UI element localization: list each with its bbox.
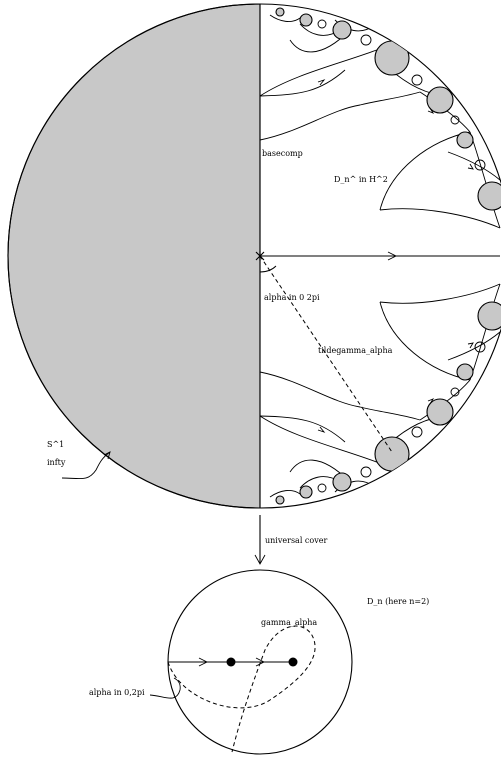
arc-upper-13 [447, 151, 501, 181]
small-circle-upper-3 [450, 115, 460, 125]
arc-upper-7 [419, 91, 471, 133]
arc-arrow-5 [467, 163, 474, 170]
label-alpha-top: alpha in 0 2pi [264, 293, 320, 302]
arc-arrow-4 [427, 398, 435, 405]
arrowhead-radius [387, 251, 398, 261]
label-basecomp: basecomp [262, 149, 303, 158]
label-dn: D_n (here n=2) [367, 597, 429, 606]
label-s1: S^1 [47, 440, 64, 449]
label-dn-hat: D_n^ in H^2 [334, 175, 388, 184]
horodisk-upper-6 [299, 13, 313, 27]
small-circle-upper-4 [474, 159, 486, 171]
label-gamma-alpha: gamma_alpha [261, 618, 317, 627]
horodisk-upper-2 [426, 86, 454, 114]
horodisk-lower-4 [477, 301, 501, 331]
arc-lower-5 [269, 490, 301, 498]
arc-arrow-3 [427, 107, 435, 114]
small-circle-lower-1 [317, 483, 327, 493]
horodisk-upper-3 [456, 131, 474, 149]
small-circle-upper-5 [360, 34, 372, 46]
arc-lower-7 [419, 379, 471, 421]
label-tildegamma: tildegamma_alpha [318, 346, 393, 355]
lower-arrow-1 [198, 657, 209, 667]
shaded-half-disk [7, 3, 261, 509]
small-circle-lower-5 [360, 466, 372, 478]
small-circle-upper-2 [411, 74, 423, 86]
horodisk-lower-1 [374, 436, 410, 472]
horodisk-upper-5 [332, 20, 352, 40]
small-circle-lower-2 [411, 426, 423, 438]
horodisk-lower-2 [426, 398, 454, 426]
puncture-2 [288, 657, 298, 667]
arc-arrow-2 [317, 426, 326, 433]
arc-upper-12 [469, 131, 501, 229]
dashed-gamma-alpha [167, 625, 316, 753]
dashed-geodesic-tildegamma [259, 255, 393, 453]
arc-upper-11 [379, 208, 501, 229]
arc-lower-1b [259, 415, 346, 443]
arc-lower-11 [379, 283, 501, 304]
arc-upper-10 [379, 131, 471, 211]
label-universal-cover: universal cover [265, 536, 327, 545]
horodisk-lower-3 [456, 363, 474, 381]
arc-lower-10 [379, 301, 471, 381]
arc-lower-12 [469, 283, 501, 381]
arc-arrow-1 [317, 79, 326, 86]
label-infty: infty [47, 458, 66, 467]
small-circle-lower-3 [450, 387, 460, 397]
arc-lower-13 [447, 331, 501, 361]
horodisk-upper-7 [275, 7, 285, 17]
horodisk-lower-6 [299, 485, 313, 499]
small-circle-upper-1 [317, 19, 327, 29]
small-circle-lower-4 [474, 341, 486, 353]
alpha-lower-pointer [149, 677, 181, 699]
arc-arrow-6 [467, 342, 474, 349]
lower-arrow-2 [255, 657, 266, 667]
angle-arc-top [259, 265, 277, 273]
horodisk-upper-4 [477, 181, 501, 211]
s1-pointer-arrow [61, 451, 111, 480]
horodisk-lower-5 [332, 472, 352, 492]
puncture-1 [226, 657, 236, 667]
universal-cover-arrowhead [254, 554, 266, 565]
label-alpha-bottom: alpha in 0,2pi [89, 688, 145, 697]
s1-pointer-head [103, 451, 111, 460]
arc-lower-6 [259, 371, 421, 421]
arc-upper-5 [269, 14, 301, 22]
horodisk-upper-1 [374, 40, 410, 76]
arc-upper-1b [259, 69, 346, 97]
horodisk-lower-7 [275, 495, 285, 505]
arc-upper-6 [259, 91, 421, 141]
